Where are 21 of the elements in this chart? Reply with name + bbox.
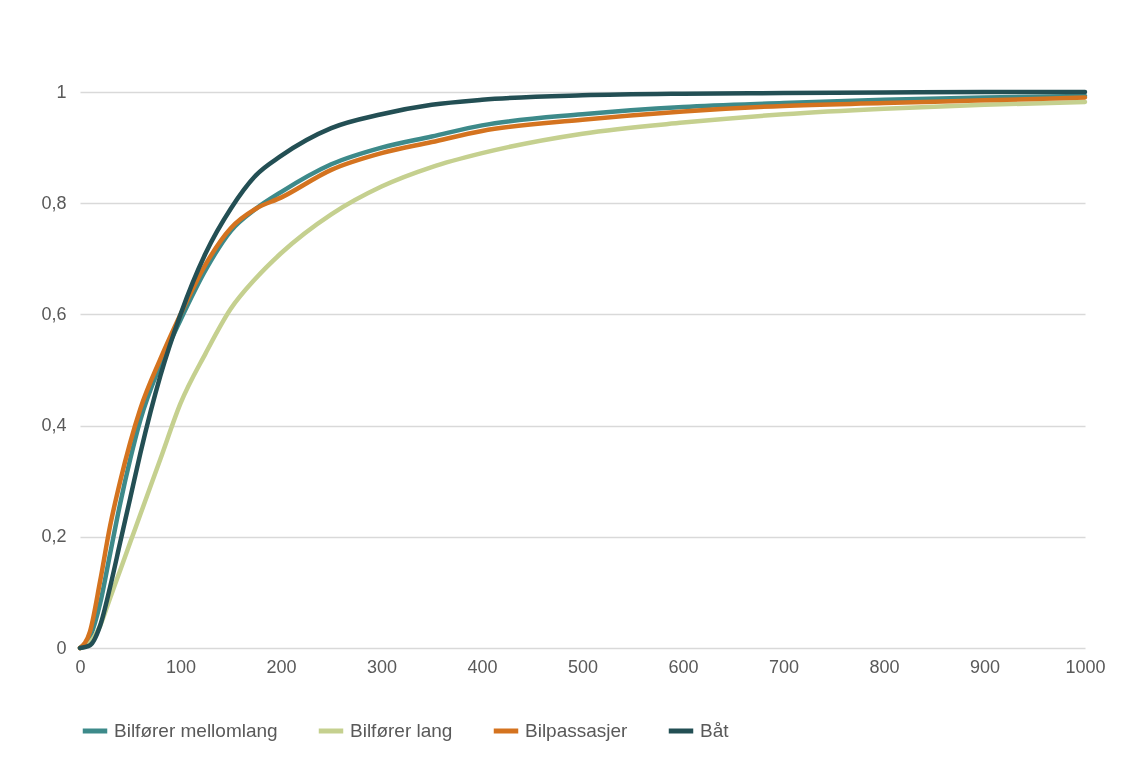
x-tick-label: 300 bbox=[366, 656, 398, 677]
x-tick-label: 600 bbox=[668, 656, 699, 677]
legend-label: Bilfører mellomlang bbox=[114, 720, 278, 741]
legend-label: Båt bbox=[700, 720, 730, 741]
x-tick-label: 900 bbox=[969, 656, 1001, 677]
legend-label: Bilpassasjer bbox=[525, 720, 629, 741]
y-tick-label: 0,2 bbox=[41, 526, 67, 547]
x-tick-label: 800 bbox=[869, 656, 900, 677]
y-tick-label: 0,8 bbox=[41, 192, 67, 213]
x-tick-label: 0 bbox=[75, 656, 86, 677]
y-tick-label: 0 bbox=[56, 637, 67, 658]
y-tick-label: 1 bbox=[56, 81, 67, 102]
x-tick-label: 500 bbox=[567, 656, 599, 677]
x-tick-label: 1000 bbox=[1065, 656, 1106, 677]
y-tick-label: 0,6 bbox=[41, 303, 67, 324]
y-tick-label: 0,4 bbox=[41, 415, 67, 436]
x-tick-label: 700 bbox=[768, 656, 800, 677]
legend-label: Bilfører lang bbox=[350, 720, 453, 741]
x-tick-label: 100 bbox=[165, 656, 197, 677]
x-tick-label: 200 bbox=[266, 656, 297, 677]
x-tick-label: 400 bbox=[467, 656, 498, 677]
